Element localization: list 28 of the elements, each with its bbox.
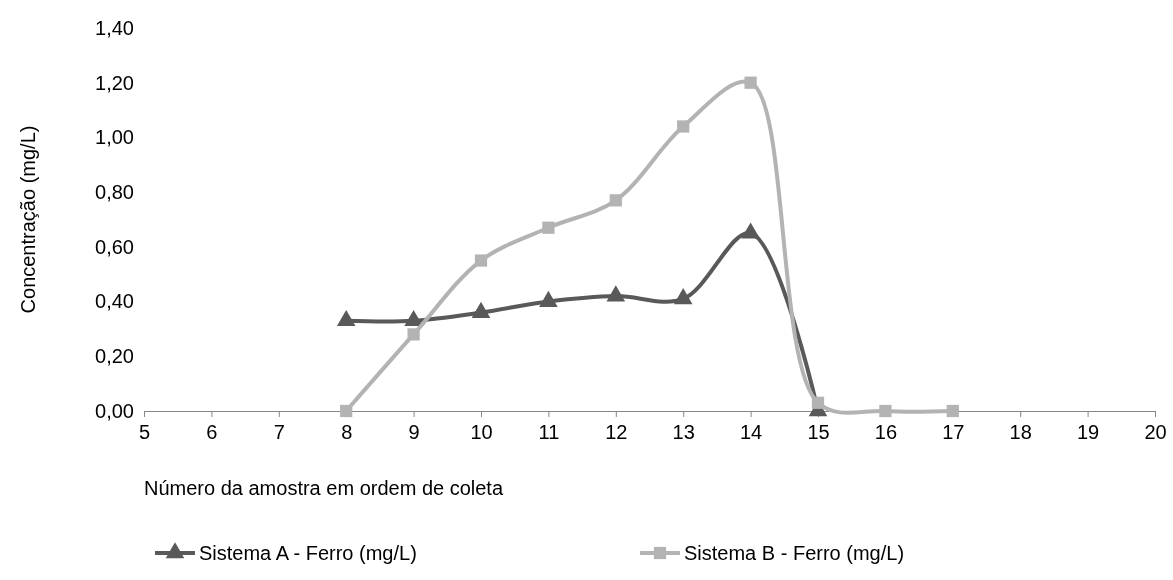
x-tick-label: 7 bbox=[273, 421, 285, 444]
x-tick-label: 12 bbox=[605, 421, 628, 444]
y-tick-label: 0,20 bbox=[95, 345, 134, 368]
x-tick-label: 17 bbox=[942, 421, 965, 444]
x-tick-label: 16 bbox=[874, 421, 898, 444]
x-tick-label: 10 bbox=[470, 421, 493, 444]
x-tick-label: 11 bbox=[538, 421, 560, 444]
x-tick-label: 20 bbox=[1144, 421, 1167, 444]
y-tick-label: 1,40 bbox=[95, 16, 134, 39]
y-tick-label: 0,80 bbox=[95, 181, 134, 204]
y-tick-label: 1,00 bbox=[95, 126, 134, 149]
legend-label: Sistema B - Ferro (mg/L) bbox=[684, 542, 905, 564]
y-tick-label: 0,40 bbox=[95, 290, 134, 313]
x-tick-label: 13 bbox=[672, 421, 695, 444]
y-tick-label: 0,60 bbox=[95, 235, 134, 258]
x-tick-label: 14 bbox=[739, 421, 763, 444]
x-tick-label: 19 bbox=[1076, 421, 1100, 444]
x-tick-label: 15 bbox=[807, 421, 830, 444]
y-axis-title: Concentração (mg/L) bbox=[17, 125, 39, 314]
x-tick-label: 6 bbox=[206, 421, 218, 444]
y-tick-label: 1,20 bbox=[95, 71, 134, 94]
x-axis-title: Número da amostra em ordem de coleta bbox=[144, 477, 504, 499]
x-tick-label: 5 bbox=[138, 421, 151, 444]
x-tick-label: 8 bbox=[341, 421, 353, 444]
y-tick-label: 0,00 bbox=[95, 399, 134, 422]
x-tick-label: 9 bbox=[408, 421, 420, 444]
legend-label: Sistema A - Ferro (mg/L) bbox=[199, 542, 417, 564]
x-tick-label: 18 bbox=[1009, 421, 1032, 444]
